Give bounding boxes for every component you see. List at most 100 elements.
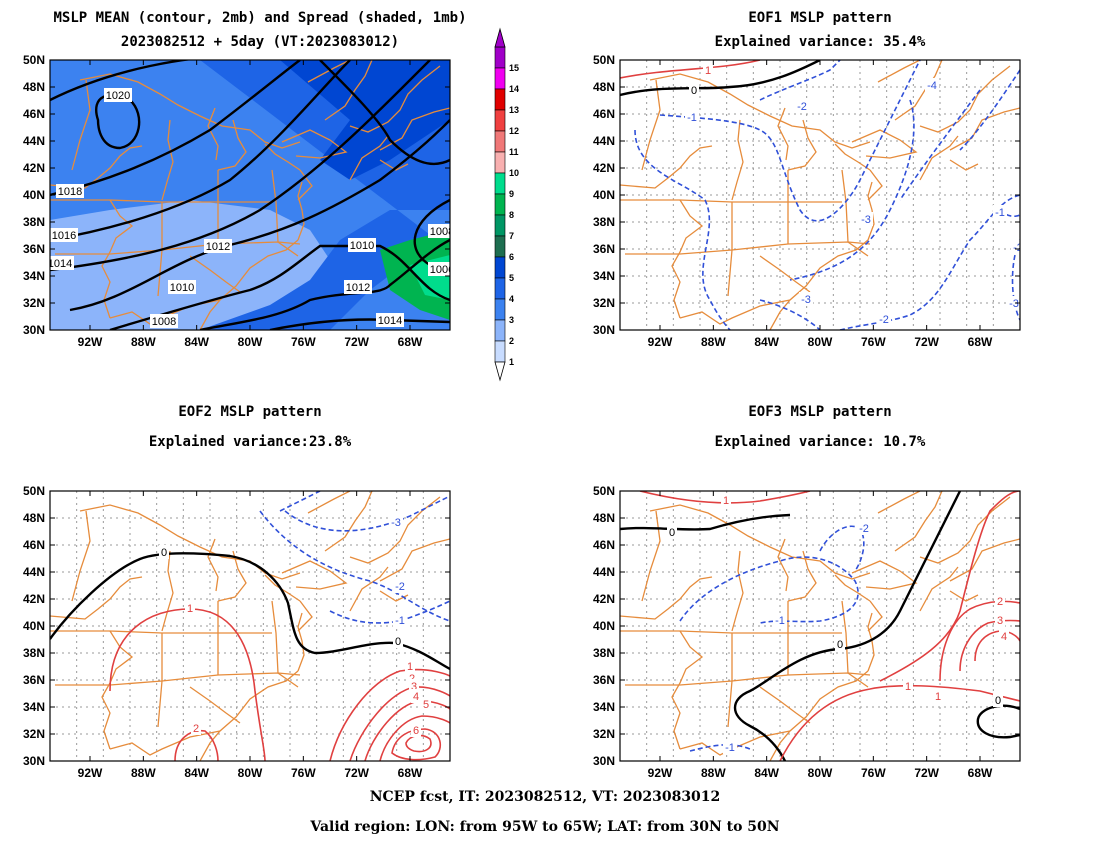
state-boundary [199, 239, 299, 330]
contour-label-bg [411, 689, 421, 703]
state-boundary [777, 107, 789, 161]
state-boundary [189, 255, 241, 293]
state-boundary [671, 630, 704, 750]
lon-label: 80W [238, 335, 263, 349]
map-frame [49, 59, 451, 331]
positive-contour [329, 668, 450, 761]
contour-label-bg [933, 689, 943, 703]
colorbar-segment [494, 67, 506, 90]
lat-label: 48N [23, 80, 45, 94]
contour-label-bg [1011, 240, 1020, 254]
lat-label: 46N [23, 107, 45, 121]
state-boundary [297, 181, 305, 241]
contour-label: -2 [395, 581, 405, 593]
contour-label-bg [723, 740, 737, 754]
state-boundary [769, 670, 869, 761]
state-boundary [50, 145, 143, 189]
contour-label: 1016 [52, 230, 76, 242]
footer-line-2: Valid region: LON: from 95W to 65W; LAT:… [310, 819, 780, 835]
panel-mean-subtitle: 2023082512 + 5day (VT:2023083012) [120, 34, 400, 50]
contour-label: 0 [669, 527, 675, 539]
map-panel: 0 1 -1 -2 0 -1 1 1 2 3 4 0 50N 48N 46N 44N 42N 40N 38N 36N 3… [593, 484, 1021, 780]
state-boundary [919, 135, 959, 181]
mslp-contour [319, 60, 450, 166]
contour-label-bg [393, 613, 407, 627]
contour-label-bg [407, 671, 417, 685]
contour-label-bg [50, 256, 74, 270]
contour-label-bg [995, 594, 1005, 608]
contour-label: 1 [407, 661, 413, 673]
contour-label: 1018 [58, 186, 82, 198]
zero-contour [620, 60, 821, 97]
lon-label: 88W [701, 335, 726, 349]
contour-label: -3 [391, 517, 401, 529]
map-frame [619, 59, 1021, 331]
mslp-contour [50, 60, 194, 102]
lat-label: 48N [593, 511, 615, 525]
colorbar-segment [494, 151, 506, 174]
lat-label: 40N [593, 188, 615, 202]
contour-label-bg [376, 313, 404, 327]
lon-label: 88W [131, 766, 156, 780]
state-boundary [919, 65, 1011, 133]
contour-label: 1014 [378, 315, 402, 327]
lat-label: 46N [593, 107, 615, 121]
lat-label: 44N [23, 565, 45, 579]
contour-label-bg [993, 693, 1003, 707]
state-boundary [281, 129, 348, 159]
lat-label: 32N [593, 296, 615, 310]
lon-label: 88W [131, 335, 156, 349]
state-boundary [101, 199, 134, 319]
map-plot-area: 0 1 -1 -2 0 -1 1 1 2 3 4 0 [620, 491, 1020, 761]
negative-contour [789, 99, 915, 281]
colorbar-label: 12 [509, 126, 519, 136]
contour-label: 5 [423, 699, 429, 711]
contour-label: 1 [705, 65, 711, 77]
map-plot-area: 012-1-2-30123456 [50, 491, 450, 761]
contour-label-bg [405, 659, 415, 673]
state-boundary [949, 538, 1020, 582]
state-boundary [851, 129, 918, 159]
contour-label: 1020 [106, 90, 130, 102]
map-panel: 012-1-2-3012345650N48N46N44N42N40N38N36N… [23, 484, 451, 780]
state-boundary [55, 672, 301, 686]
zero-contour [620, 513, 791, 531]
contour-label-bg [204, 239, 232, 253]
state-boundary [679, 299, 791, 325]
contour-label: 0 [691, 85, 697, 97]
colorbar-label: 3 [509, 315, 514, 325]
state-boundary [109, 730, 221, 756]
state-boundary [919, 496, 1011, 564]
positive-contour [174, 730, 219, 761]
map-plot-area: 01 -1 -2 -3 -4 -1 -2 -3 -2 -3 [620, 60, 1020, 330]
contour-label-bg [191, 721, 201, 735]
lat-label: 34N [23, 269, 45, 283]
state-boundary [217, 119, 247, 171]
contour-label-bg [393, 579, 407, 593]
colorbar-label: 10 [509, 168, 519, 178]
state-boundary [207, 107, 219, 161]
state-boundary [349, 496, 441, 564]
lon-label: 92W [648, 335, 673, 349]
contour-label-bg [421, 697, 431, 711]
state-boundary [189, 686, 241, 724]
contour-label-bg [703, 63, 713, 77]
state-boundary [777, 538, 789, 592]
colorbar-label: 11 [509, 147, 519, 157]
panel-mean-title: MSLP MEAN (contour, 2mb) and Spread (sha… [53, 10, 467, 26]
contour-label-bg [348, 238, 376, 252]
lat-label: 50N [593, 484, 615, 498]
contour-label-bg [877, 312, 891, 326]
colorbar-segment [494, 214, 506, 237]
map-frame [619, 490, 1021, 762]
lat-label: 46N [23, 538, 45, 552]
state-boundary [625, 241, 871, 255]
lat-label: 30N [23, 754, 45, 768]
lat-label: 34N [23, 700, 45, 714]
lat-label: 30N [593, 754, 615, 768]
mslp-contour [109, 244, 450, 330]
contour-label-bg [185, 601, 195, 615]
contour-label-bg [799, 292, 813, 306]
contour-label-bg [835, 637, 845, 651]
state-boundary [307, 60, 351, 83]
